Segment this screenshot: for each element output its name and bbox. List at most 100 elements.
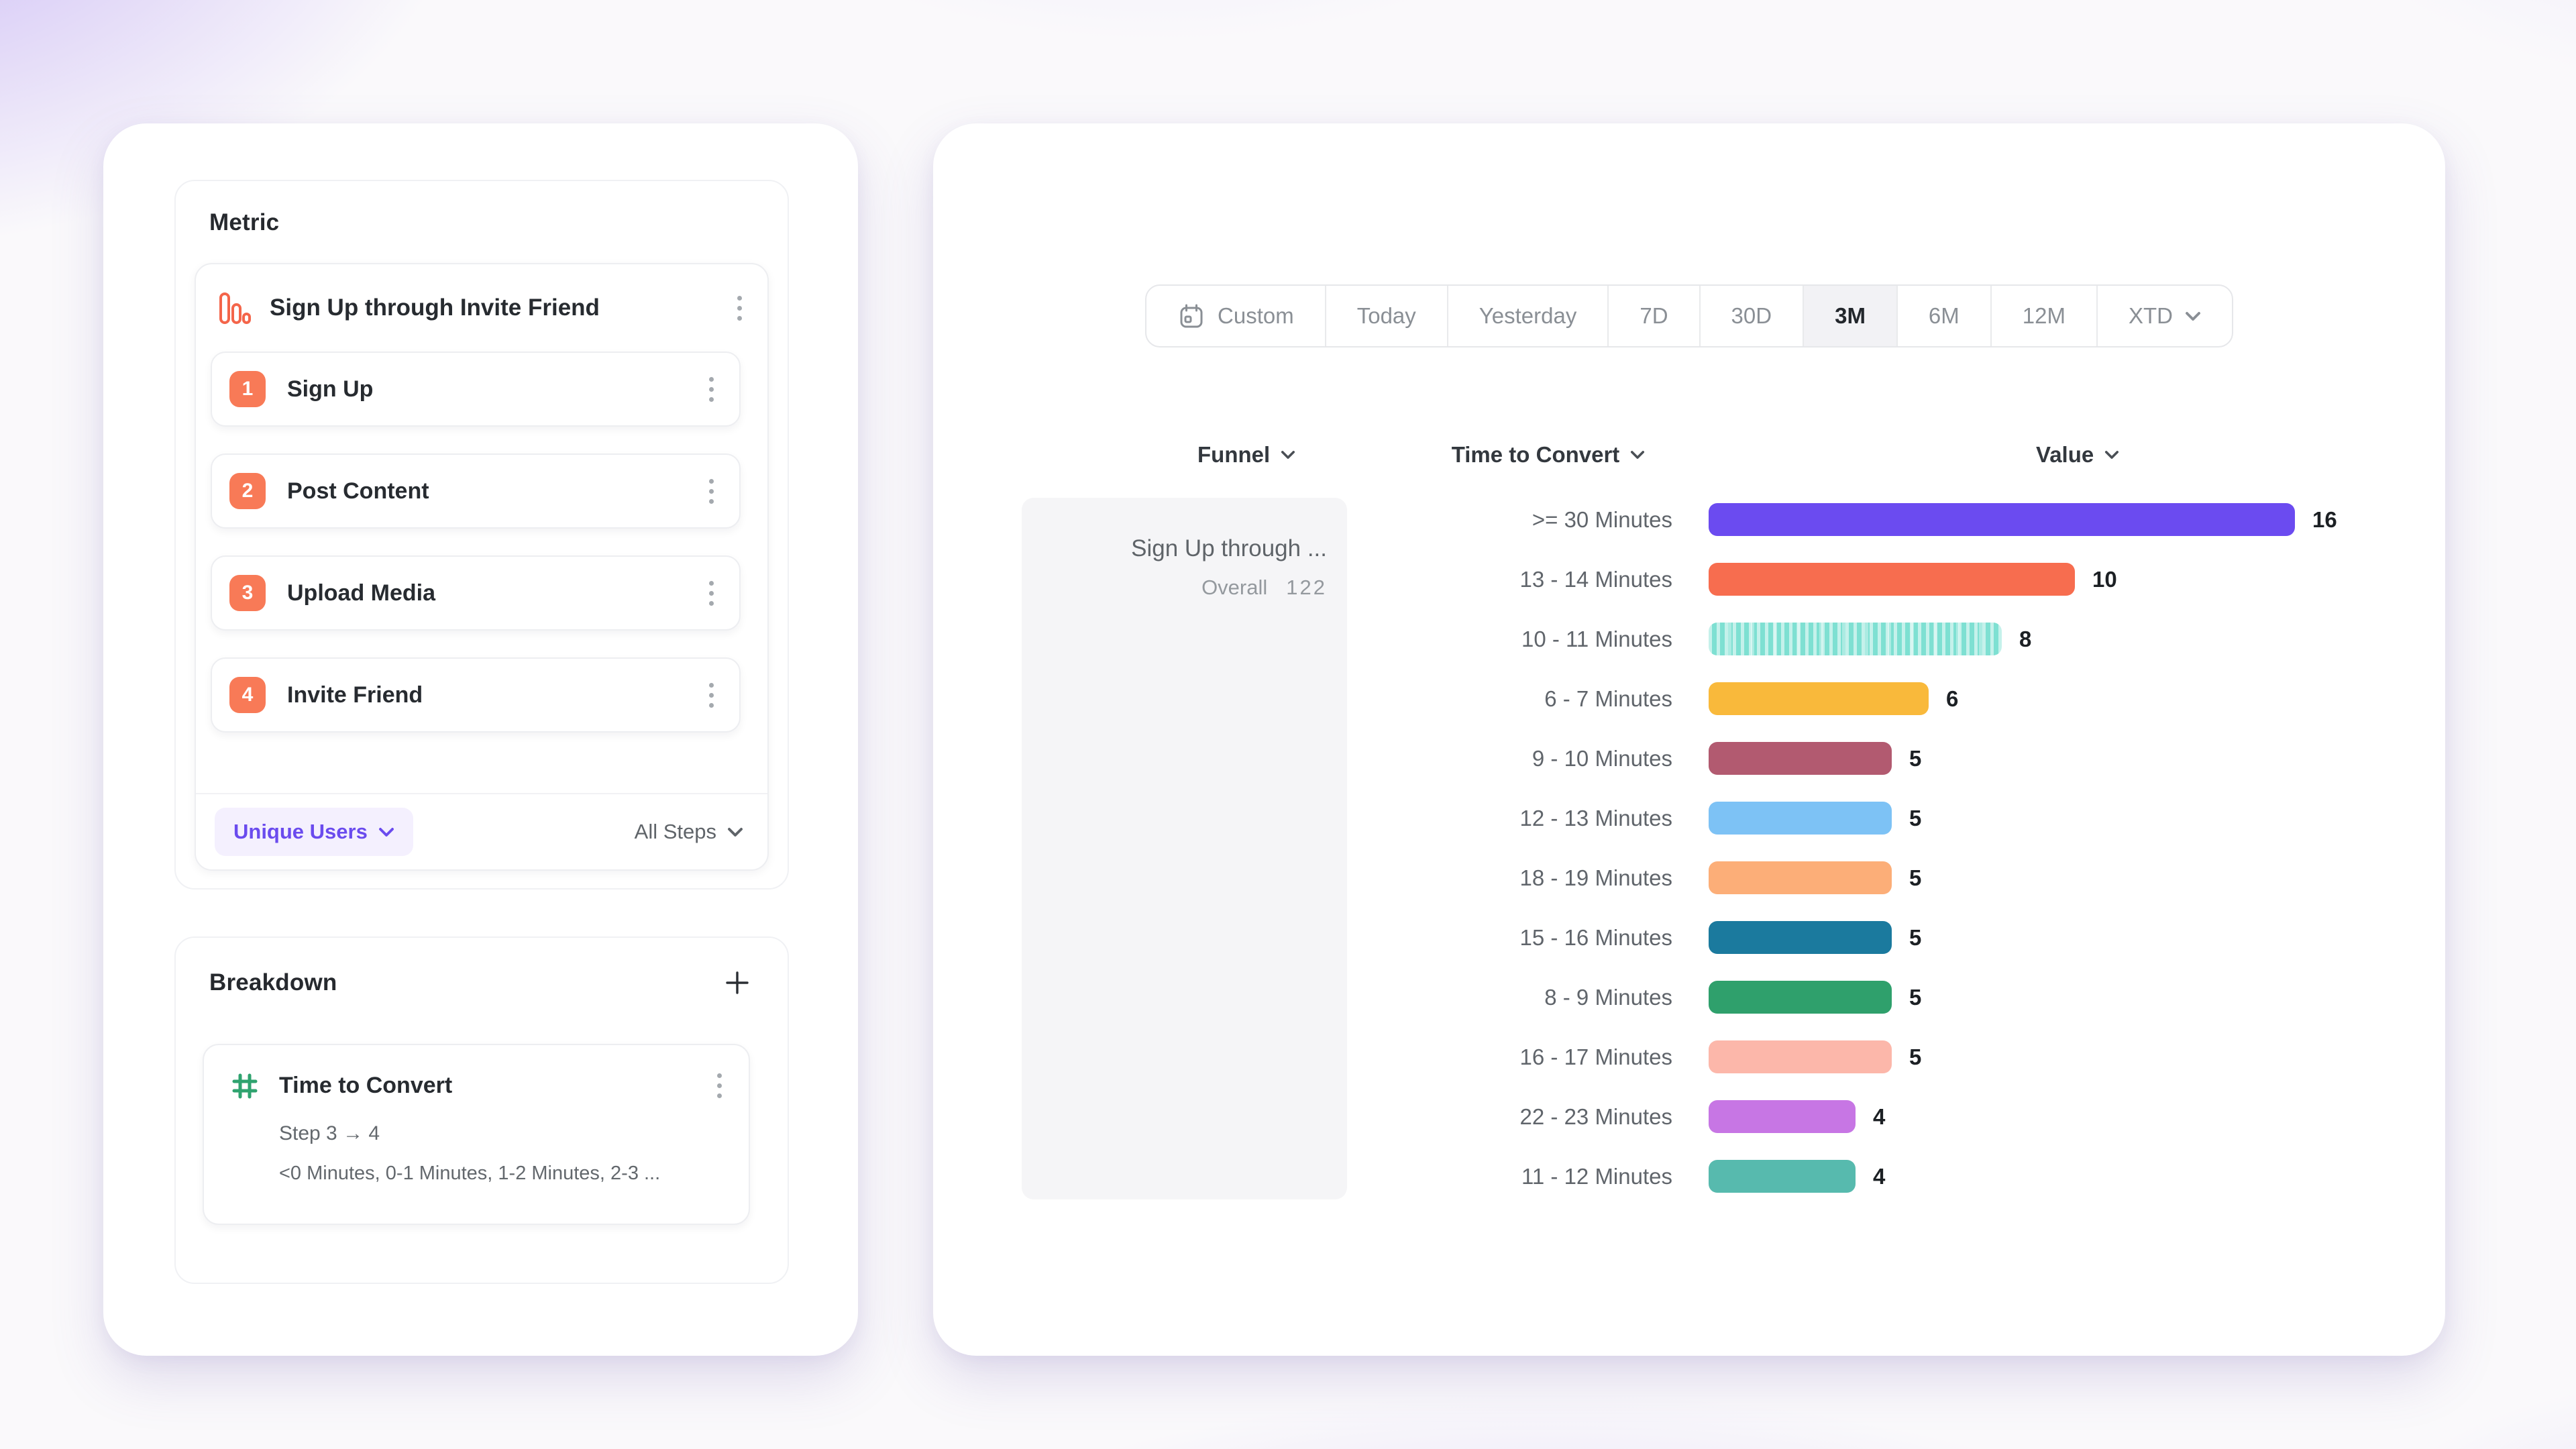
chevron-down-icon [2105,451,2119,459]
funnel-result-name: Sign Up through ... [1131,535,1327,561]
column-header-funnel-label: Funnel [1197,442,1271,467]
bucket-bar[interactable] [1709,503,2295,536]
bucket-label: 11 - 12 Minutes [1521,1163,1672,1189]
bucket-bar[interactable] [1709,1040,1892,1073]
step-number-badge: 3 [229,575,266,611]
bucket-label: 15 - 16 Minutes [1519,924,1672,950]
column-header-time-to-convert[interactable]: Time to Convert [1415,436,1681,474]
bar-row: 15 - 16 Minutes 5 [1376,908,2422,967]
metric-section-heading: Metric [209,209,280,235]
date-range-label: 3M [1835,303,1866,328]
bucket-value: 16 [2312,506,2337,532]
chevron-down-icon [378,827,394,837]
chevron-down-icon [728,827,743,837]
funnel-chart-icon [219,292,251,324]
date-range-3m[interactable]: 3M [1803,286,1896,346]
bucket-bar[interactable] [1709,981,1892,1014]
bar-row: 13 - 14 Minutes 10 [1376,549,2422,609]
bucket-label: 9 - 10 Minutes [1532,745,1672,771]
funnel-metric-title-row[interactable]: Sign Up through Invite Friend [196,264,767,352]
step-filter-label: All Steps [634,820,716,843]
bucket-value: 5 [1909,865,1922,890]
step-label: Upload Media [287,580,436,606]
bucket-value: 5 [1909,1044,1922,1069]
bucket-bar[interactable] [1709,742,1892,775]
bucket-label: >= 30 Minutes [1532,506,1672,532]
step-label: Post Content [287,478,429,504]
date-range-xtd[interactable]: XTD [2096,286,2232,346]
funnel-step-card-upload-media[interactable]: 3 Upload Media [211,555,741,631]
bucket-value: 10 [2092,566,2117,592]
counting-method-dropdown[interactable]: Unique Users [215,808,413,856]
column-header-time-to-convert-label: Time to Convert [1451,442,1620,467]
metric-kebab-menu[interactable] [732,290,747,326]
bucket-value: 4 [1873,1104,1886,1129]
metric-footer: Unique Users All Steps [196,793,767,869]
column-header-value-label: Value [2036,442,2094,467]
bucket-bar[interactable] [1709,563,2075,596]
date-range-label: 30D [1731,303,1772,328]
results-card: Custom Today Yesterday 7D 30D 3M 6M 12M XTD Funn… [933,123,2445,1356]
funnel-metric-title: Sign Up through Invite Friend [270,294,600,321]
step-number-badge: 2 [229,473,266,509]
bar-row: 9 - 10 Minutes 5 [1376,729,2422,788]
step-kebab-menu[interactable] [704,678,719,713]
breakdown-kebab-menu[interactable] [712,1068,727,1104]
breakdown-property-name: Time to Convert [279,1073,453,1098]
bar-row: 22 - 23 Minutes 4 [1376,1087,2422,1146]
bucket-label: 12 - 13 Minutes [1519,805,1672,830]
add-breakdown-button[interactable] [722,967,753,998]
date-range-6m[interactable]: 6M [1896,286,1990,346]
bucket-value: 8 [2019,626,2032,651]
funnel-step-card-sign-up[interactable]: 1 Sign Up [211,352,741,427]
date-range-7d[interactable]: 7D [1607,286,1699,346]
breakdown-property-card[interactable]: Time to Convert Step 3 → 4 <0 Minutes, 0… [203,1044,750,1225]
date-range-label: 6M [1928,303,1960,328]
chevron-down-icon [2186,311,2200,321]
column-header-funnel[interactable]: Funnel [1197,436,1295,474]
date-range-control: Custom Today Yesterday 7D 30D 3M 6M 12M XTD [1145,284,2233,347]
bar-row: 10 - 11 Minutes 8 [1376,609,2422,669]
step-kebab-menu[interactable] [704,576,719,611]
bucket-bar[interactable] [1709,623,2002,655]
step-kebab-menu[interactable] [704,474,719,509]
date-range-label: 7D [1640,303,1668,328]
date-range-30d[interactable]: 30D [1699,286,1803,346]
bucket-bar[interactable] [1709,802,1892,835]
date-range-label: Today [1356,303,1416,328]
date-range-custom[interactable]: Custom [1146,286,1325,346]
date-range-today[interactable]: Today [1324,286,1447,346]
step-number-badge: 4 [229,677,266,713]
funnel-step-card-post-content[interactable]: 2 Post Content [211,453,741,529]
bucket-bar[interactable] [1709,682,1929,715]
step-filter-dropdown[interactable]: All Steps [635,820,743,844]
calendar-icon [1180,304,1203,328]
date-range-12m[interactable]: 12M [1990,286,2096,346]
funnel-metric-card: Sign Up through Invite Friend 1 Sign Up … [195,263,769,871]
chevron-down-icon [1631,451,1645,459]
bucket-bar[interactable] [1709,921,1892,954]
date-range-label: XTD [2128,303,2173,328]
date-range-label: Custom [1218,303,1294,328]
bucket-bar[interactable] [1709,861,1892,894]
funnel-result-cell: Sign Up through ... Overall 122 [1022,498,1347,1199]
breakdown-buckets-preview: <0 Minutes, 0-1 Minutes, 1-2 Minutes, 2-… [279,1163,661,1184]
metric-section: Metric Sign Up through Invite Friend 1 S… [174,180,789,890]
funnel-step-card-invite-friend[interactable]: 4 Invite Friend [211,657,741,733]
bucket-label: 8 - 9 Minutes [1544,984,1672,1010]
bar-row: 11 - 12 Minutes 4 [1376,1146,2422,1206]
bar-row: 16 - 17 Minutes 5 [1376,1027,2422,1087]
step-label: Invite Friend [287,682,423,708]
breakdown-section: Breakdown Time to Convert [174,936,789,1284]
bucket-bar[interactable] [1709,1100,1856,1133]
counting-method-label: Unique Users [233,820,368,843]
date-range-yesterday[interactable]: Yesterday [1446,286,1608,346]
bar-row: 18 - 19 Minutes 5 [1376,848,2422,908]
bucket-value: 5 [1909,805,1922,830]
date-range-label: 12M [2022,303,2065,328]
step-kebab-menu[interactable] [704,372,719,407]
step-label: Sign Up [287,376,374,402]
bucket-label: 16 - 17 Minutes [1519,1044,1672,1069]
bucket-bar[interactable] [1709,1160,1856,1193]
column-header-value[interactable]: Value [2036,436,2119,474]
